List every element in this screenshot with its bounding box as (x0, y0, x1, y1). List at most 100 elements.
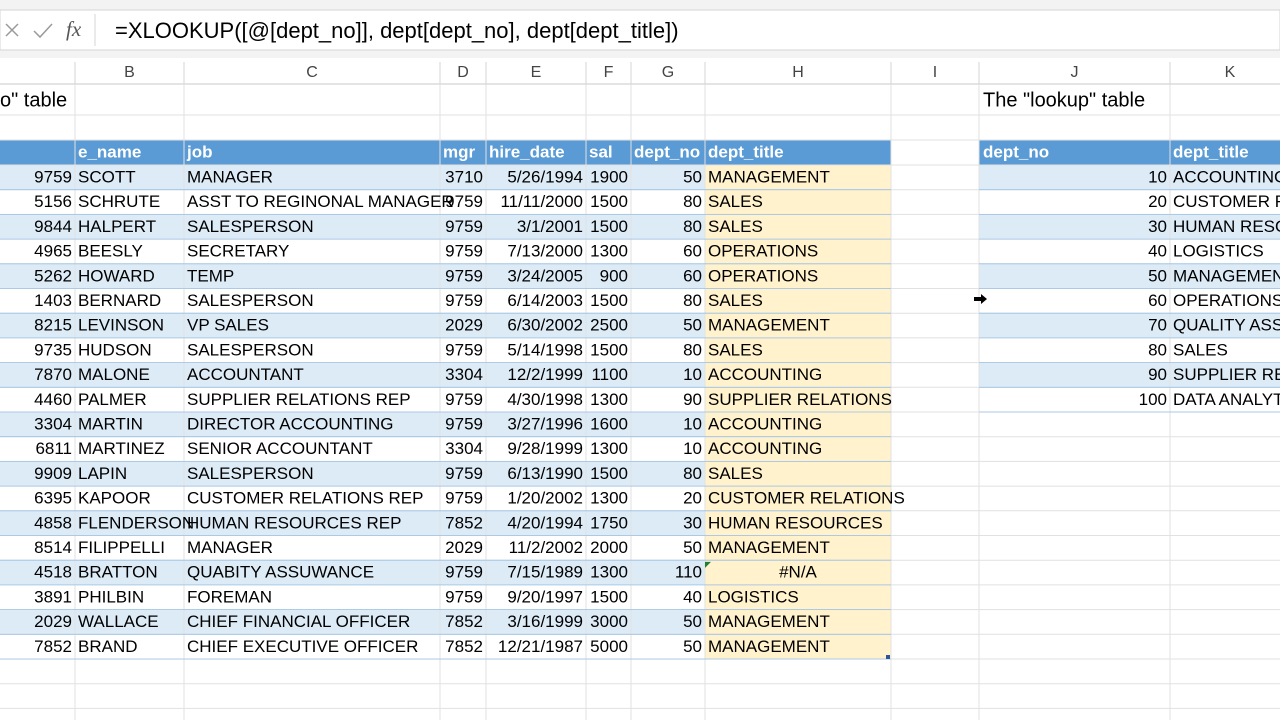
cell-text: 50 (683, 612, 702, 631)
column-letter: D (457, 64, 469, 81)
cell-text: 70 (1148, 316, 1167, 335)
cell-text: 11/11/2000 (500, 192, 583, 211)
cell-text: HUDSON (78, 340, 152, 359)
cell-text: OPERATIONS (1173, 291, 1280, 310)
cell-text: 12/21/1987 (498, 637, 583, 656)
cell-text: OPERATIONS (708, 266, 818, 285)
row-band (0, 189, 705, 215)
cell-text: 90 (1148, 365, 1167, 384)
row-band (0, 263, 705, 289)
row-band (0, 510, 705, 536)
table-header: dept_title (708, 142, 784, 161)
cell-text: SALES (708, 340, 763, 359)
cell-text: CUSTOMER RE (1173, 192, 1280, 211)
table-title: The "lookup" table (983, 89, 1145, 111)
result-cell (705, 362, 891, 388)
result-cell (705, 387, 891, 412)
row-band (979, 387, 1280, 412)
cell-text: 2500 (590, 316, 628, 335)
cell-text: 1500 (590, 291, 628, 310)
cell-text: 9759 (445, 242, 483, 261)
cell-text: 8215 (34, 316, 72, 335)
result-cell (705, 461, 891, 487)
row-band (0, 609, 705, 635)
result-cell (705, 239, 891, 264)
cell-text: SCOTT (78, 167, 136, 186)
result-cell (705, 165, 891, 190)
cell-text: 9759 (445, 587, 483, 606)
cell-text: SALES (1173, 340, 1228, 359)
cell-text: 1500 (590, 217, 628, 236)
cell-text: MARTINEZ (78, 439, 165, 458)
cell-text: 1600 (590, 414, 628, 433)
result-cell (705, 535, 891, 561)
cell-text: 10 (1148, 167, 1167, 186)
cell-text: SENIOR ACCOUNTANT (187, 439, 373, 458)
cell-text: MANAGEMENT (708, 167, 830, 186)
cell-text: SUPPLIER RELATIONS REP (187, 390, 411, 409)
cell-text: 2000 (590, 538, 628, 557)
cell-text: 3/16/1999 (507, 612, 583, 631)
error-indicator (705, 561, 711, 568)
cell-text: 9759 (445, 192, 483, 211)
row-band (0, 288, 705, 314)
cell-text: CUSTOMER RELATIONS REP (187, 489, 423, 508)
cell-text: 9909 (34, 464, 72, 483)
cell-text: HALPERT (78, 217, 156, 236)
cell-text: 3891 (34, 587, 72, 606)
cancel-icon[interactable] (5, 23, 19, 37)
row-band (0, 486, 705, 511)
row-band (0, 436, 705, 462)
cell-text: 9759 (445, 390, 483, 409)
cell-text: 6811 (35, 439, 72, 458)
cell-text: 7852 (445, 637, 483, 656)
cell-text: 1100 (591, 365, 628, 384)
cell-text: 9759 (445, 217, 483, 236)
cell-text: 50 (683, 167, 702, 186)
table-header: mgr (443, 142, 476, 161)
result-cell (705, 486, 891, 511)
cell-text: 6/14/2003 (507, 291, 583, 310)
cell-text: MANAGEMENT (708, 316, 830, 335)
result-cell (705, 412, 891, 437)
cell-text: 6395 (34, 489, 72, 508)
row-band (0, 387, 705, 412)
cell-text: ACCOUNTANT (187, 365, 304, 384)
cell-text: 60 (683, 266, 702, 285)
cell-text: 50 (683, 538, 702, 557)
column-letter: C (306, 64, 318, 81)
cell-text: 30 (1148, 217, 1167, 236)
cell-text: 50 (683, 637, 702, 656)
cell-text: 3000 (590, 612, 628, 631)
cell-text: MANAGER (187, 538, 273, 557)
cell-text: 1300 (590, 489, 628, 508)
cell-text: SALESPERSON (187, 340, 314, 359)
cell-text: KAPOOR (78, 489, 151, 508)
cell-text: 5262 (34, 266, 72, 285)
cell-text: 10 (683, 365, 702, 384)
cell-text: 9759 (445, 340, 483, 359)
cell-text: 3/24/2005 (507, 266, 583, 285)
cell-text: 9759 (445, 563, 483, 582)
cell-text: MANAGEMENT (708, 538, 830, 557)
cell-text: 7/13/2000 (507, 242, 583, 261)
cell-text: LOGISTICS (1173, 242, 1264, 261)
cell-text: ACCOUNTING (708, 439, 822, 458)
cell-text: CUSTOMER RELATIONS (708, 489, 905, 508)
cell-text: 9759 (445, 266, 483, 285)
row-band (0, 165, 705, 190)
cell-text: 30 (683, 513, 702, 532)
cell-text: 1500 (590, 587, 628, 606)
cell-text: 3/27/1996 (507, 414, 583, 433)
table-header: hire_date (489, 142, 565, 161)
cell-text: 50 (683, 316, 702, 335)
fx-icon[interactable]: fx (66, 17, 82, 41)
cell-text: 9759 (445, 414, 483, 433)
cell-text: SUPPLIER RELATIONS (708, 390, 892, 409)
formula-text[interactable]: =XLOOKUP([@[dept_no]], dept[dept_no], de… (115, 18, 679, 43)
enter-icon[interactable] (33, 23, 53, 39)
resize-handle (886, 655, 890, 659)
cell-text: LEVINSON (78, 316, 164, 335)
cell-text: 900 (600, 266, 628, 285)
